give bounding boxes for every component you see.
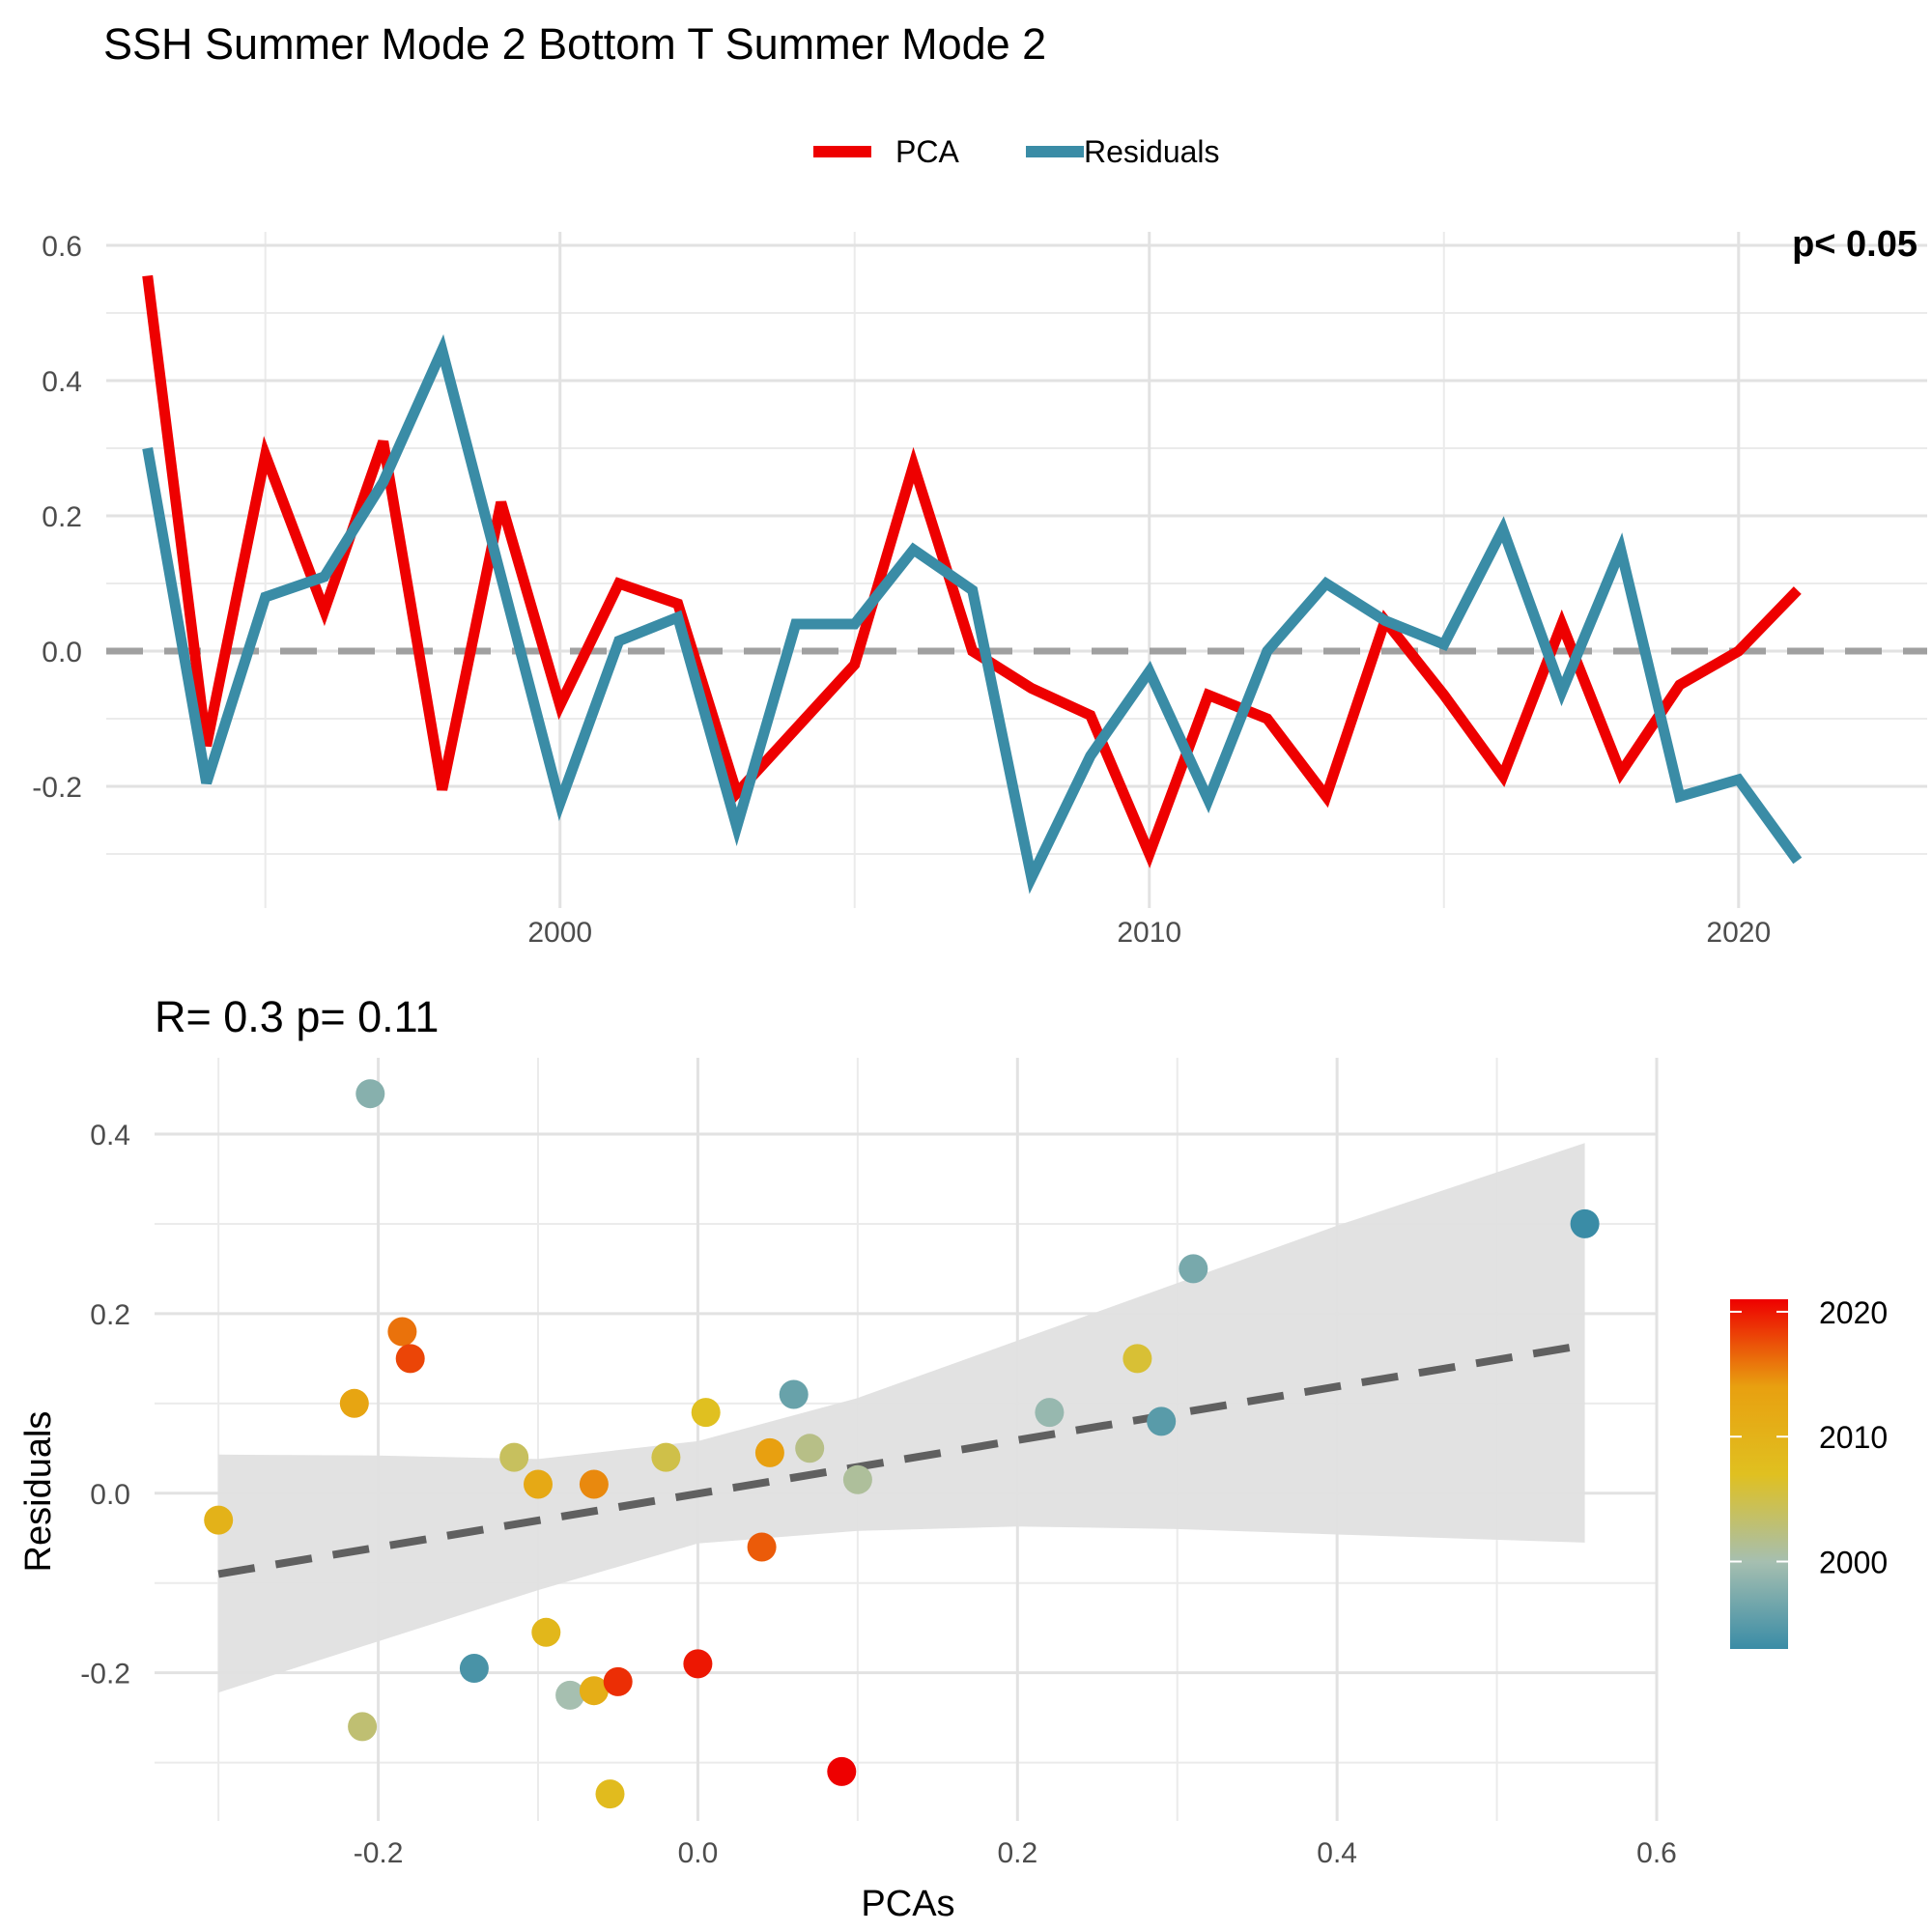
x-tick-label: 0.4 [1317, 1837, 1357, 1869]
year-colorbar: 2000 2010 2020 [1730, 1295, 1888, 1649]
y-tick-label: 0.0 [42, 637, 82, 668]
colorbar-ticks: 2000 2010 2020 [1730, 1295, 1888, 1580]
scatter-point [355, 1079, 385, 1109]
x-tick-label: 0.2 [997, 1837, 1037, 1869]
series-line-residuals [142, 333, 1803, 895]
scatter-point [1035, 1398, 1065, 1428]
y-tick-label: 0.0 [90, 1479, 130, 1511]
y-tick-label: -0.2 [32, 772, 82, 804]
scatter-point [842, 1464, 872, 1494]
colorbar-gradient [1730, 1299, 1788, 1649]
significance-label: p< 0.05 [1792, 224, 1918, 265]
scatter-point [579, 1676, 609, 1706]
colorbar-tick-label: 2010 [1819, 1420, 1888, 1455]
timeseries-x-tick-labels: 2000 2010 2020 [527, 917, 1771, 949]
scatter-point [827, 1756, 857, 1786]
scatter-point [348, 1712, 378, 1742]
scatter-point [555, 1680, 585, 1710]
scatter-point [1122, 1344, 1152, 1374]
colorbar-tick-label: 2000 [1819, 1546, 1888, 1580]
scatter-point [395, 1344, 425, 1374]
x-tick-label: 2010 [1117, 917, 1181, 949]
timeseries-y-tick-labels: -0.2 0.0 0.2 0.4 0.6 [32, 231, 82, 804]
scatter-point [1179, 1254, 1208, 1284]
scatter-point [524, 1469, 553, 1499]
x-tick-label: -0.2 [354, 1837, 404, 1869]
legend-label-residuals: Residuals [1084, 134, 1220, 169]
scatter-point [595, 1779, 625, 1809]
scatter-points [204, 1079, 1600, 1809]
figure-title: SSH Summer Mode 2 Bottom T Summer Mode 2 [103, 19, 1046, 69]
x-tick-label: 0.6 [1636, 1837, 1677, 1869]
scatter-y-tick-labels: -0.2 0.0 0.2 0.4 [80, 1120, 130, 1690]
scatter-point [754, 1437, 784, 1467]
scatter-point [683, 1649, 713, 1679]
scatter-point [387, 1317, 417, 1347]
scatter-point [204, 1505, 234, 1535]
scatter-point [1147, 1406, 1177, 1436]
scatter-point [779, 1379, 809, 1409]
scatter-point [459, 1654, 489, 1683]
x-tick-label: 2020 [1706, 917, 1771, 949]
y-tick-label: 0.6 [42, 231, 82, 263]
scatter-point [795, 1434, 825, 1463]
timeseries-panel: -0.2 0.0 0.2 0.4 0.6 2000 2010 2020 p< 0.05 [32, 224, 1927, 949]
timeseries-lines [142, 274, 1803, 895]
scatter-point [747, 1532, 777, 1562]
x-tick-label: 2000 [527, 917, 592, 949]
y-tick-label: 0.4 [42, 366, 82, 398]
colorbar-tick-label: 2020 [1819, 1295, 1888, 1330]
scatter-title: R= 0.3 p= 0.11 [155, 992, 439, 1041]
scatter-point [339, 1388, 369, 1418]
legend: PCA Residuals [813, 134, 1220, 169]
y-tick-label: 0.2 [90, 1299, 130, 1331]
series-line-pca [142, 274, 1802, 868]
y-tick-label: 0.2 [42, 501, 82, 533]
scatter-point [1570, 1208, 1600, 1238]
scatter-point [603, 1666, 633, 1696]
x-axis-title: PCAs [861, 1884, 954, 1924]
confidence-band [218, 1143, 1585, 1693]
scatter-point [691, 1398, 721, 1428]
legend-label-pca: PCA [895, 134, 959, 169]
y-axis-title: Residuals [18, 1411, 59, 1573]
scatter-x-tick-labels: -0.2 0.0 0.2 0.4 0.6 [354, 1837, 1677, 1869]
scatter-panel: R= 0.3 p= 0.11 -0.2 0.0 0.2 0.4 -0.2 0.0 0.2 0… [18, 992, 1677, 1924]
scatter-point [499, 1442, 529, 1472]
scatter-point [651, 1442, 681, 1472]
y-tick-label: -0.2 [80, 1659, 130, 1690]
y-tick-label: 0.4 [90, 1120, 130, 1151]
scatter-point [579, 1469, 609, 1499]
scatter-point [531, 1617, 561, 1647]
x-tick-label: 0.0 [678, 1837, 719, 1869]
